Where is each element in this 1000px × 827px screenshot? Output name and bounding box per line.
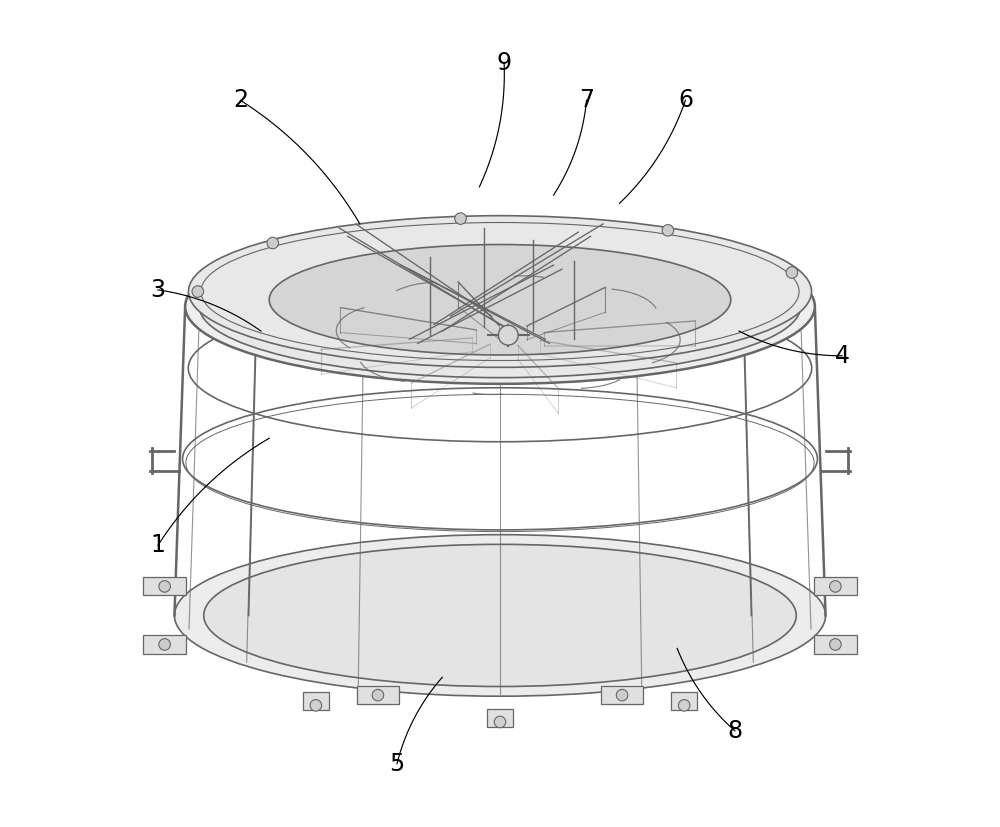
Text: 2: 2 bbox=[233, 88, 248, 112]
Bar bbox=[357, 686, 399, 705]
Circle shape bbox=[267, 237, 279, 249]
Text: 5: 5 bbox=[389, 752, 405, 776]
Circle shape bbox=[786, 267, 798, 278]
Ellipse shape bbox=[185, 229, 815, 384]
Circle shape bbox=[159, 581, 170, 592]
Text: 4: 4 bbox=[835, 344, 850, 368]
Circle shape bbox=[830, 638, 841, 650]
Circle shape bbox=[830, 581, 841, 592]
Circle shape bbox=[455, 213, 466, 224]
Circle shape bbox=[310, 700, 322, 711]
Circle shape bbox=[498, 325, 518, 345]
Bar bbox=[303, 692, 329, 710]
Circle shape bbox=[678, 700, 690, 711]
Bar bbox=[814, 577, 857, 595]
Text: 8: 8 bbox=[727, 719, 742, 743]
Bar bbox=[143, 635, 186, 653]
Text: 3: 3 bbox=[150, 278, 165, 302]
Text: 6: 6 bbox=[678, 88, 693, 112]
Circle shape bbox=[372, 690, 384, 701]
Bar bbox=[487, 709, 513, 727]
Ellipse shape bbox=[174, 535, 826, 696]
Circle shape bbox=[159, 638, 170, 650]
Bar bbox=[601, 686, 643, 705]
Text: 1: 1 bbox=[151, 533, 165, 557]
Ellipse shape bbox=[188, 216, 812, 367]
Ellipse shape bbox=[257, 246, 743, 366]
Circle shape bbox=[494, 716, 506, 728]
Circle shape bbox=[616, 690, 628, 701]
Circle shape bbox=[662, 225, 674, 237]
Bar bbox=[143, 577, 186, 595]
Ellipse shape bbox=[204, 544, 796, 686]
Ellipse shape bbox=[199, 235, 801, 378]
Text: 9: 9 bbox=[497, 51, 512, 75]
Text: 7: 7 bbox=[579, 88, 594, 112]
Ellipse shape bbox=[269, 245, 731, 355]
Circle shape bbox=[192, 286, 204, 297]
Bar bbox=[814, 635, 857, 653]
Bar bbox=[671, 692, 697, 710]
